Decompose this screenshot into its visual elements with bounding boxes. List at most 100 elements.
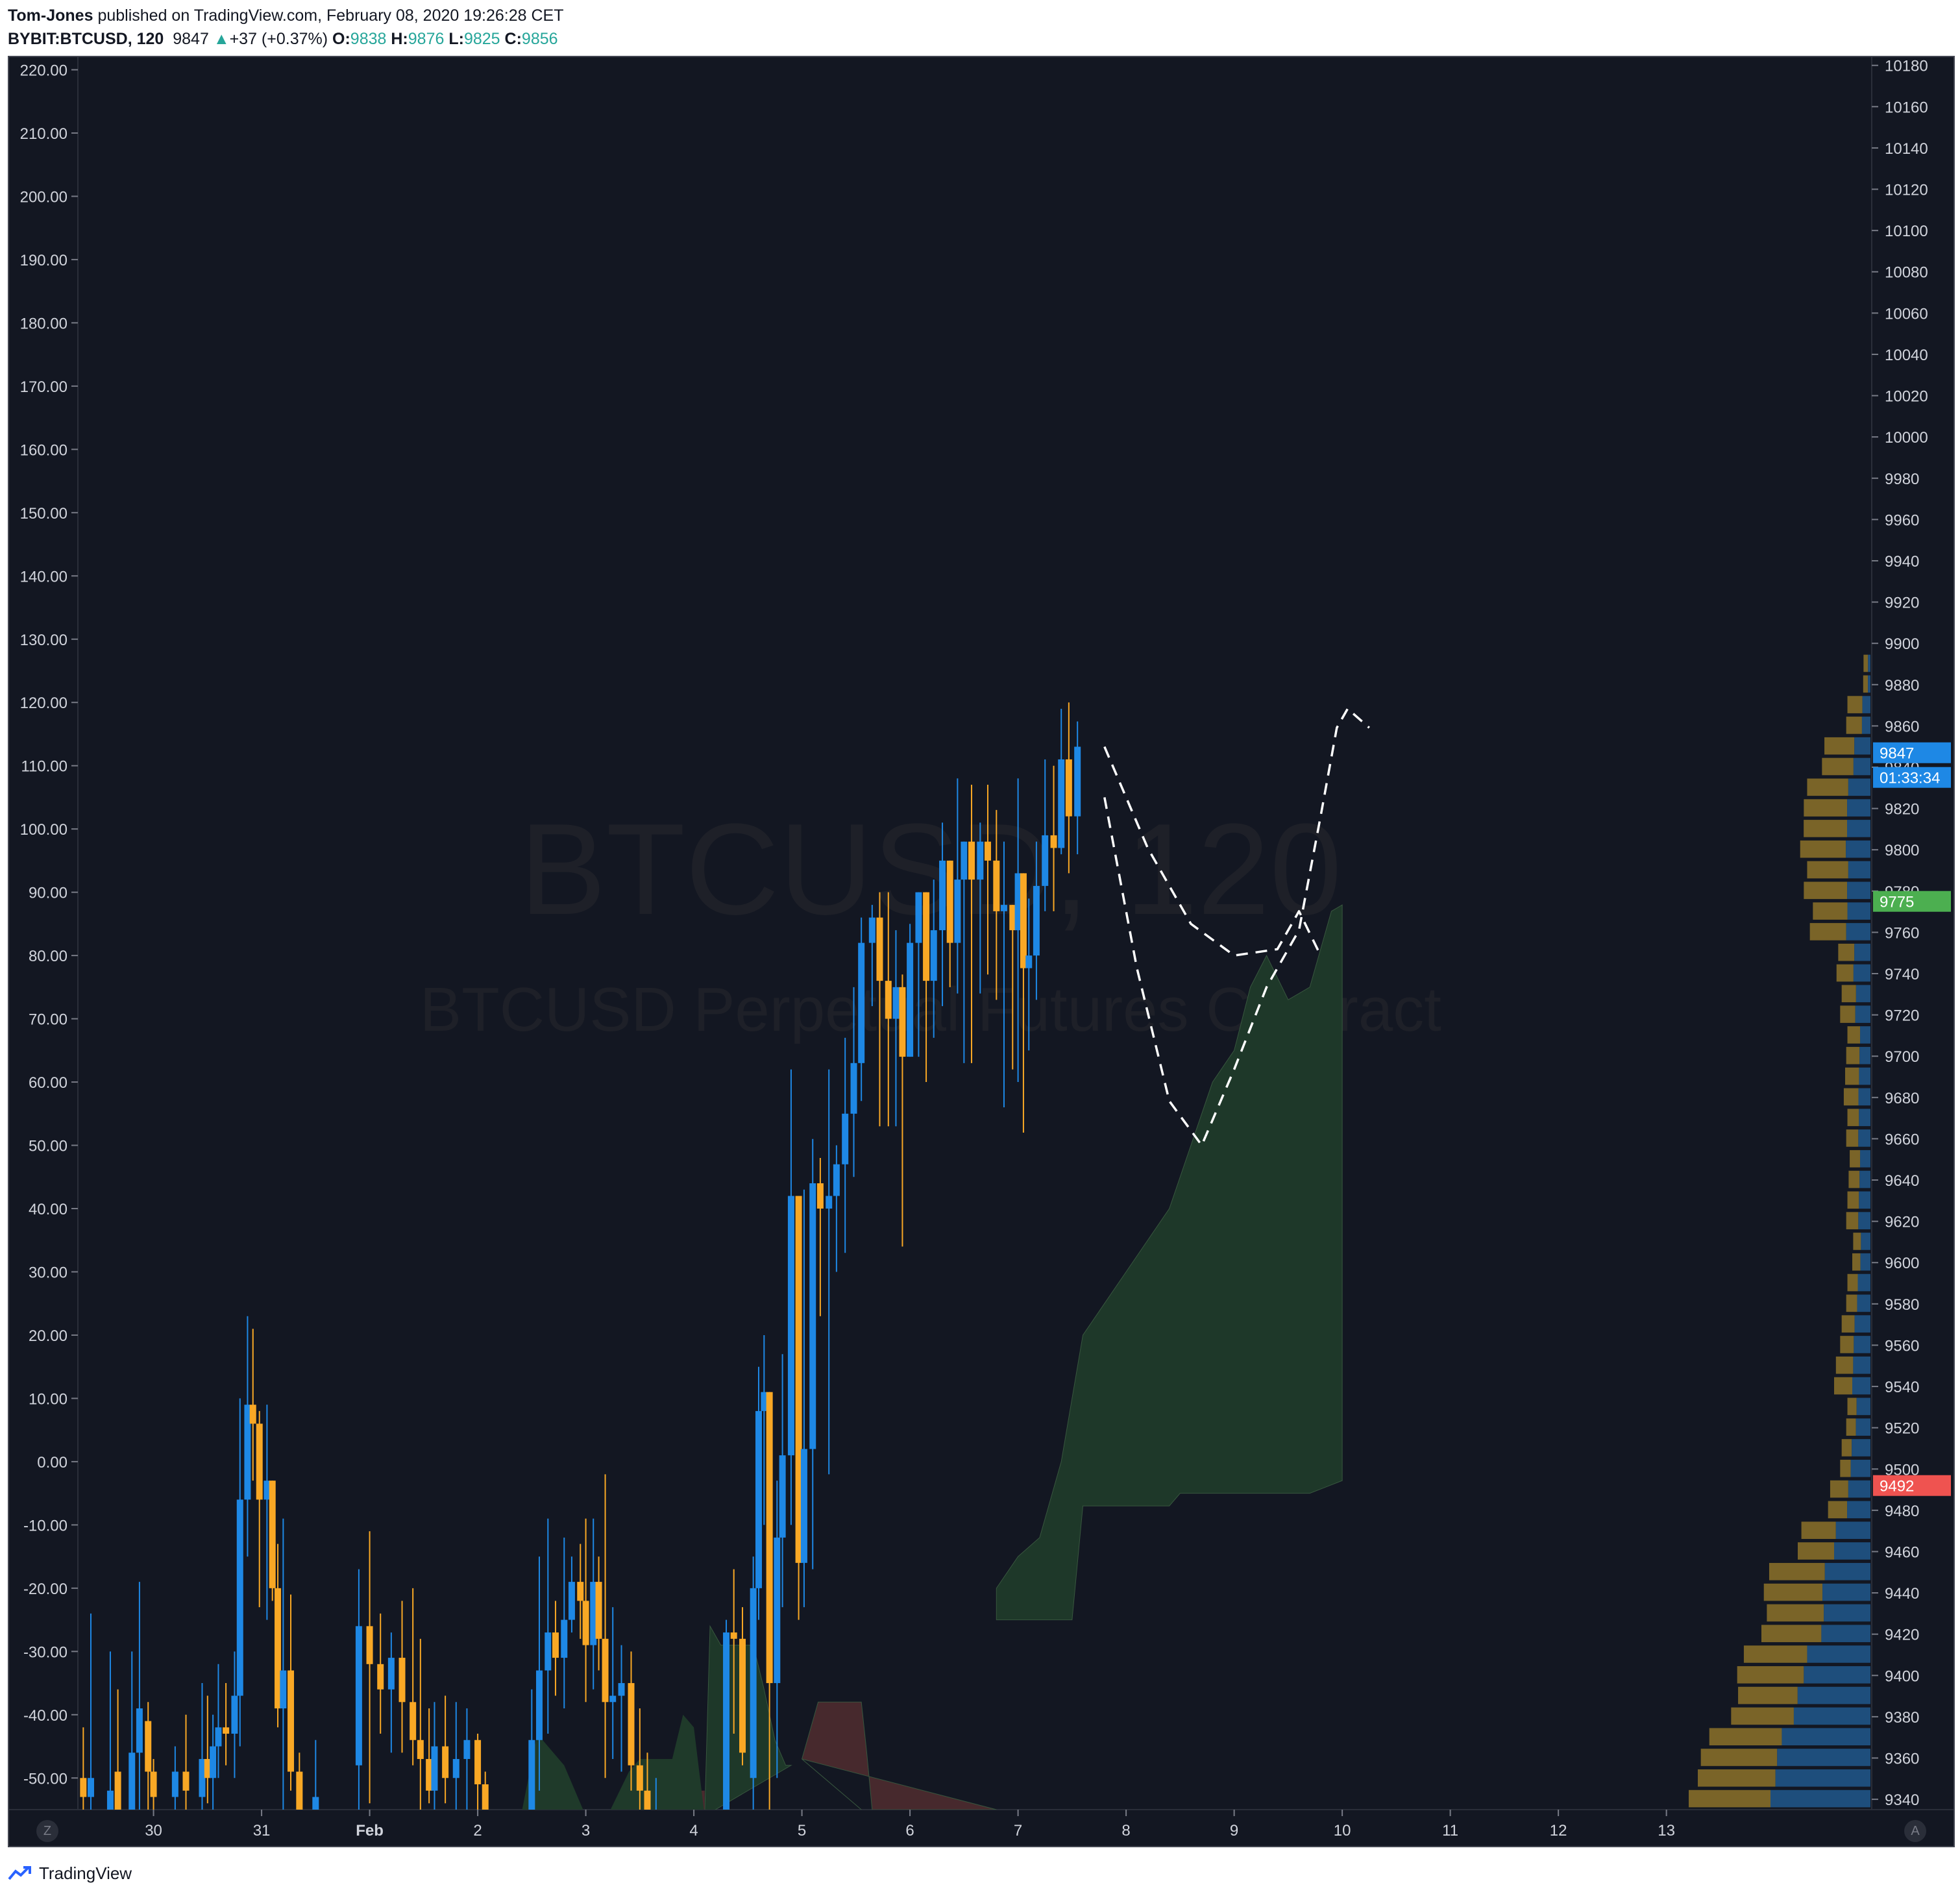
volume-profile-bar-gold <box>1822 757 1854 776</box>
volume-profile-bar-blue <box>1822 1583 1870 1601</box>
volume-profile-bar-blue <box>1853 757 1870 776</box>
ichimoku-cloud-future <box>996 904 1343 1621</box>
candle-body <box>977 841 984 880</box>
right-axis-label: 9740 <box>1885 966 1919 983</box>
time-axis-label: 6 <box>905 1822 914 1839</box>
right-axis-label: 9760 <box>1885 924 1919 942</box>
volume-profile-bar-blue <box>1858 1088 1870 1106</box>
volume-profile-bar-gold <box>1834 1377 1852 1395</box>
volume-profile-bar-gold <box>1846 1212 1859 1229</box>
candle-body <box>618 1683 625 1696</box>
volume-profile-bar-blue <box>1847 881 1870 900</box>
candle-body <box>204 1759 211 1778</box>
volume-profile-bar-gold <box>1698 1769 1776 1787</box>
candle-body <box>723 1632 730 1810</box>
tradingview-logo-icon[interactable] <box>8 1865 34 1882</box>
published-text: published on TradingView.com, February 0… <box>93 6 564 25</box>
candle-body <box>755 1410 762 1588</box>
left-axis-label: 200.00 <box>20 188 67 206</box>
time-axis-label: 2 <box>473 1822 482 1839</box>
volume-profile-bar-gold <box>1804 799 1848 817</box>
candle-body <box>795 1196 802 1563</box>
left-axis-label: 150.00 <box>20 505 67 523</box>
volume-profile-bar-blue <box>1858 1129 1870 1147</box>
candle-body <box>779 1455 786 1538</box>
candle-body <box>288 1670 295 1772</box>
right-axis-label: 9700 <box>1885 1048 1919 1066</box>
volume-profile-bar-blue <box>1847 820 1870 837</box>
candle-body <box>644 1790 651 1810</box>
volume-profile-bar-blue <box>1860 1026 1870 1044</box>
low-value: 9825 <box>463 30 500 48</box>
candle-body <box>923 892 930 981</box>
auto-scale-button[interactable]: A <box>1904 1820 1926 1842</box>
projection-path <box>1103 707 1370 1147</box>
right-axis-label: 10040 <box>1885 347 1928 364</box>
candle-body <box>150 1771 157 1797</box>
candle-body <box>106 1790 114 1810</box>
left-axis-label: -40.00 <box>23 1707 67 1725</box>
volume-profile-bar-blue <box>1848 861 1870 879</box>
volume-profile-bar-gold <box>1853 1233 1861 1250</box>
symbol-label[interactable]: BYBIT:BTCUSD, 120 <box>8 30 164 48</box>
candle-body <box>1058 759 1065 848</box>
volume-profile-bar-blue <box>1835 1521 1870 1539</box>
right-axis-label: 9660 <box>1885 1131 1919 1148</box>
footer: TradingView <box>8 1860 132 1886</box>
chart-pane[interactable]: BTCUSD, 120 BTCUSD Perpetual Futures Cont… <box>8 56 1955 1847</box>
volume-profile-bar-gold <box>1841 1315 1855 1333</box>
candle-body <box>915 892 922 943</box>
author-name[interactable]: Tom-Jones <box>8 6 93 25</box>
right-axis-label: 9380 <box>1885 1709 1919 1727</box>
plot-area[interactable] <box>80 654 1870 1846</box>
candle-body <box>263 1481 271 1500</box>
candle-body <box>269 1481 276 1588</box>
candle-body <box>80 1778 87 1797</box>
price-badge-label: 9847 <box>1880 745 1914 763</box>
volume-profile-bar-blue <box>1804 1666 1870 1684</box>
right-axis-label: 9940 <box>1885 553 1919 571</box>
volume-profile-bar-gold <box>1844 1067 1859 1085</box>
volume-profile-bar-blue <box>1856 1418 1870 1436</box>
volume-profile-bar-gold <box>1743 1645 1807 1663</box>
volume-profile-bar-gold <box>1798 1542 1834 1560</box>
volume-profile-bar-blue <box>1846 923 1870 941</box>
candle-body <box>561 1619 568 1658</box>
time-axis-label: 5 <box>798 1822 806 1839</box>
right-axis-label: 10000 <box>1885 429 1928 447</box>
right-axis-label: 9480 <box>1885 1503 1919 1520</box>
right-axis-label: 9580 <box>1885 1296 1919 1314</box>
price-badge-label: 9492 <box>1880 1478 1914 1495</box>
volume-profile-bar-gold <box>1841 985 1856 1003</box>
close-value: 9856 <box>521 30 558 48</box>
candle-body <box>452 1759 459 1778</box>
right-axis-label: 9360 <box>1885 1750 1919 1767</box>
candle-body <box>1074 746 1081 817</box>
right-axis-label: 9880 <box>1885 677 1919 695</box>
zoom-reset-button[interactable]: Z <box>36 1820 58 1842</box>
volume-profile-bar-blue <box>1821 1625 1870 1642</box>
volume-profile-bar-blue <box>1852 1377 1870 1395</box>
right-axis-label: 9980 <box>1885 471 1919 488</box>
volume-profile-bar-gold <box>1846 1294 1857 1312</box>
price-badge <box>1873 891 1951 912</box>
volume-profile-bar-blue <box>1859 1067 1870 1085</box>
candle-body <box>876 917 883 981</box>
candle-body <box>850 1063 857 1114</box>
right-axis-label: 9920 <box>1885 595 1919 612</box>
candle-body <box>249 1405 256 1424</box>
footer-brand[interactable]: TradingView <box>39 1863 132 1883</box>
candle-body <box>609 1695 617 1703</box>
candle-body <box>577 1582 584 1601</box>
candle-body <box>750 1588 757 1778</box>
candle-body <box>426 1759 433 1791</box>
volume-profile-bar-blue <box>1854 1315 1870 1333</box>
volume-profile-bar-blue <box>1861 1233 1870 1250</box>
volume-profile-bar-blue <box>1850 1459 1870 1477</box>
candle-body <box>833 1164 840 1196</box>
candle-body <box>761 1392 768 1411</box>
volume-profile-bar-blue <box>1824 1562 1870 1580</box>
volume-profile-bar-gold <box>1843 1088 1859 1106</box>
time-axis-label: Feb <box>356 1822 384 1839</box>
